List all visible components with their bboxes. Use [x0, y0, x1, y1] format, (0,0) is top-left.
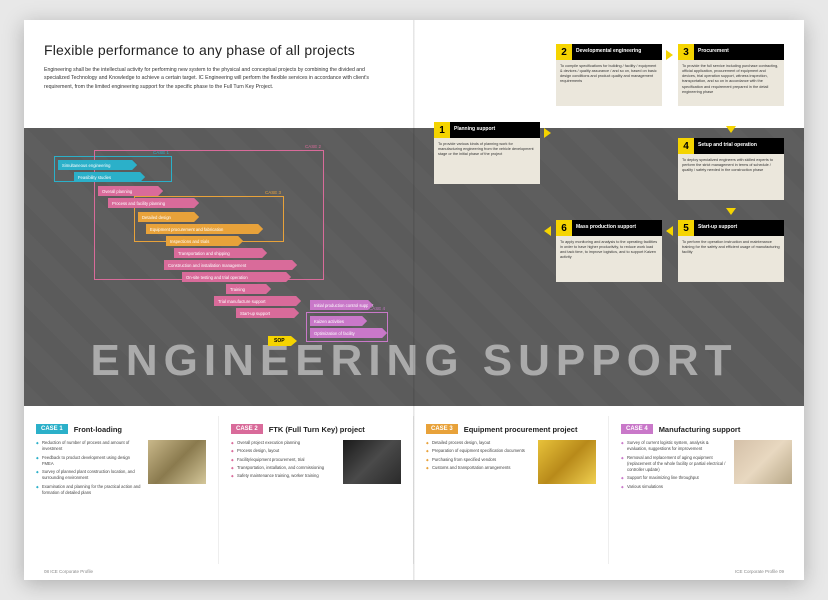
intro-text: Engineering shall be the intellectual ac…	[44, 66, 374, 91]
phase-description: To compile specifications for building /…	[556, 60, 662, 106]
gantt-step: Training	[226, 284, 266, 294]
gantt-step: Start-up support	[236, 308, 294, 318]
case-bullet: Removal and replacement of aging equipme…	[621, 455, 728, 474]
phase-description: To provide the full service including pu…	[678, 60, 784, 106]
case-bullet: Various simulations	[621, 484, 728, 490]
brochure-spread: Flexible performance to any phase of all…	[24, 20, 804, 580]
phase-description: To apply monitoring and analysis to the …	[556, 236, 662, 282]
case-bullet: Transportation, installation, and commis…	[231, 465, 337, 471]
gantt-step: Simultaneous engineering	[58, 160, 132, 170]
phase-card: 5Start-up supportTo perform the operatio…	[678, 220, 784, 282]
case-tag: CASE 3	[426, 424, 458, 434]
phase-number: 2	[556, 44, 572, 60]
gantt-step: Overall planning	[98, 186, 158, 196]
flow-arrow-icon	[544, 226, 551, 236]
case-name: FTK (Full Turn Key) project	[269, 425, 365, 434]
case-bullet: Examination and planning for the practic…	[36, 484, 142, 497]
case-bullet: Reduction of number of process and amoun…	[36, 440, 142, 453]
footer-right: ICE Corporate Profile 09	[735, 569, 784, 574]
case-column: CASE 4 Manufacturing support Survey of c…	[609, 416, 804, 564]
page-spine	[413, 20, 415, 580]
case-bullet-list: Survey of current logistic system, analy…	[621, 440, 728, 492]
case-thumbnail	[538, 440, 596, 484]
footer-left: 08 ICE Corporate Profile	[44, 569, 93, 574]
case-bullet: Safety maintenance training, worker trai…	[231, 473, 337, 479]
gantt-step: Process and facility planning	[108, 198, 194, 208]
case-bullet: Survey of current logistic system, analy…	[621, 440, 728, 453]
gantt-step: Transportation and shipping	[174, 248, 262, 258]
phase-title: Procurement	[694, 44, 784, 60]
case-column: CASE 3 Equipment procurement project Det…	[414, 416, 609, 564]
phase-title: Planning support	[450, 122, 540, 138]
case-column: CASE 2 FTK (Full Turn Key) project Overa…	[219, 416, 414, 564]
phase-cards-grid: 1Planning supportTo provide various kind…	[434, 44, 786, 274]
gantt-step: Initial production control support	[310, 300, 368, 310]
gantt-step: On-site testing and trial operation	[182, 272, 286, 282]
flow-arrow-icon	[666, 50, 673, 60]
phase-card: 1Planning supportTo provide various kind…	[434, 122, 540, 184]
case-thumbnail	[343, 440, 401, 484]
phase-title: Mass production support	[572, 220, 662, 236]
case-tag: CASE 4	[621, 424, 653, 434]
case-tag: CASE 2	[231, 424, 263, 434]
case-bullet: Overall project execution planning	[231, 440, 337, 446]
gantt-step: Optimization of facility	[310, 328, 382, 338]
phase-description: To provide various kinds of planning wor…	[434, 138, 540, 184]
gantt-step: Detailed design	[138, 212, 194, 222]
phase-title: Start-up support	[694, 220, 784, 236]
phase-description: To perform the operation instruction and…	[678, 236, 784, 282]
gantt-diagram: CASE 1CASE 2CASE 3CASE 4Simultaneous eng…	[54, 150, 394, 380]
phase-number: 1	[434, 122, 450, 138]
gantt-step: Kaizen activities	[310, 316, 362, 326]
case-bullet: Survey of planned plant construction loc…	[36, 469, 142, 482]
phase-card: 2Developmental engineeringTo compile spe…	[556, 44, 662, 106]
flow-arrow-icon	[544, 128, 551, 138]
gantt-step: Construction and installation management	[164, 260, 292, 270]
phase-card: 3ProcurementTo provide the full service …	[678, 44, 784, 106]
phase-card: 6Mass production supportTo apply monitor…	[556, 220, 662, 282]
case-bullet: Support for maximizing line throughput	[621, 475, 728, 481]
case-bullet-list: Detailed process design, layout Preparati…	[426, 440, 532, 484]
phase-number: 3	[678, 44, 694, 60]
flow-arrow-icon	[726, 126, 736, 133]
case-box-label: CASE 3	[265, 190, 281, 195]
case-bullet: Detailed process design, layout	[426, 440, 532, 446]
case-bullet: Purchasing from specified vendors	[426, 457, 532, 463]
case-bullet: Process design, layout	[231, 448, 337, 454]
case-bullet: Customs and transportation arrangements	[426, 465, 532, 471]
case-name: Equipment procurement project	[464, 425, 578, 434]
flow-arrow-icon	[726, 208, 736, 215]
flow-arrow-icon	[666, 226, 673, 236]
phase-description: To deploy specialized engineers with ski…	[678, 154, 784, 200]
phase-number: 5	[678, 220, 694, 236]
case-name: Front-loading	[74, 425, 122, 434]
case-bullet-list: Reduction of number of process and amoun…	[36, 440, 142, 498]
case-bullet: Facility/equipment procurement, trial	[231, 457, 337, 463]
gantt-step: Trial manufacture support	[214, 296, 296, 306]
phase-title: Developmental engineering	[572, 44, 662, 60]
phase-number: 4	[678, 138, 694, 154]
case-bullet: Feedback to product development using de…	[36, 455, 142, 468]
gantt-step: Inspections and trials	[166, 236, 238, 246]
phase-number: 6	[556, 220, 572, 236]
case-bullet: Preparation of equipment specification d…	[426, 448, 532, 454]
page-title: Flexible performance to any phase of all…	[44, 42, 402, 58]
case-tag: CASE 1	[36, 424, 68, 434]
case-bullet-list: Overall project execution planning Proces…	[231, 440, 337, 484]
case-column: CASE 1 Front-loading Reduction of number…	[24, 416, 219, 564]
case-box-label: CASE 2	[305, 144, 321, 149]
case-thumbnail	[148, 440, 206, 484]
gantt-step: Equipment procurement and fabrication	[146, 224, 258, 234]
case-name: Manufacturing support	[659, 425, 741, 434]
case-thumbnail	[734, 440, 792, 484]
phase-title: Setup and trial operation	[694, 138, 784, 154]
phase-card: 4Setup and trial operationTo deploy spec…	[678, 138, 784, 200]
sop-marker: SOP	[268, 336, 291, 346]
gantt-step: Feasibility studies	[74, 172, 140, 182]
